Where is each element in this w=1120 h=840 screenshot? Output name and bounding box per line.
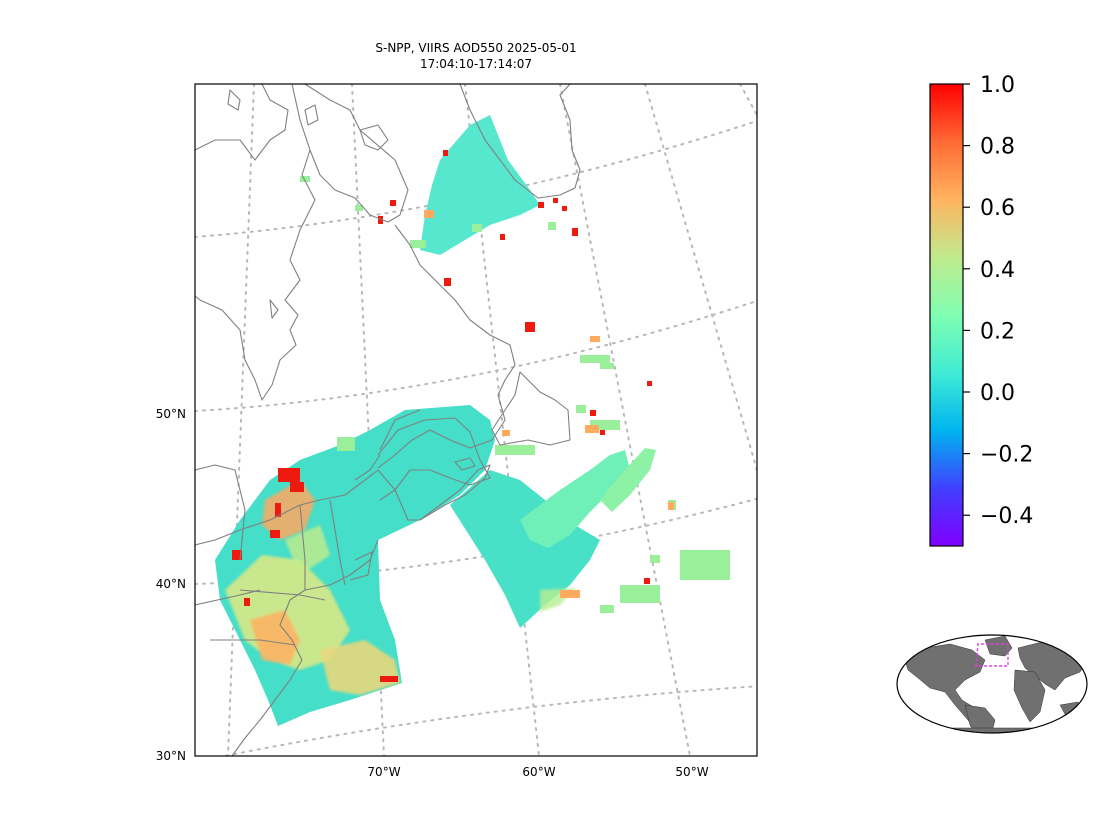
- colorbar-frame: [929, 83, 964, 547]
- border-states-4: [210, 639, 296, 646]
- aod-plume-arc: [520, 450, 630, 548]
- colorbar-tick-label: −0.4: [980, 504, 1033, 529]
- lon-tick-50: 50°W: [675, 765, 708, 779]
- inset-frame: [896, 634, 1088, 734]
- border-states-2: [299, 504, 306, 590]
- map-coastlines: [195, 84, 581, 756]
- coastline-gaspe: [377, 417, 491, 501]
- aod-swath-east: [450, 470, 600, 628]
- aod-plume-arc2: [600, 448, 656, 512]
- map-title-line1: S-NPP, VIIRS AOD550 2025-05-01: [375, 41, 576, 55]
- gridline-lon-30: [739, 84, 757, 116]
- gridline-lat-50: [195, 299, 757, 412]
- global-inset: [896, 634, 1088, 734]
- colorbar-tick-label: 0.6: [980, 196, 1015, 221]
- aod-scattered-patches: [300, 176, 730, 613]
- gridline-lon-50: [559, 84, 691, 756]
- lat-tick-40: 40°N: [156, 577, 186, 591]
- gridline-lat-30: [219, 685, 757, 756]
- coastline-island-1: [304, 104, 319, 126]
- border-quebec-labrador: [379, 409, 421, 451]
- border-states-1: [329, 499, 346, 586]
- colorbar-tick-label: 1.0: [980, 73, 1015, 98]
- aod-swaths: [215, 115, 730, 726]
- coastline-island-4: [269, 299, 279, 319]
- coastline-pei: [454, 457, 476, 471]
- gridline-lon-40: [644, 84, 757, 471]
- border-states-7: [195, 464, 246, 561]
- lon-tick-labels: 70°W 60°W 50°W: [367, 765, 708, 779]
- gridline-lat-40: [195, 497, 757, 585]
- coastline-hudson-east: [195, 84, 289, 161]
- lon-tick-60: 60°W: [522, 765, 555, 779]
- map-title-line2: 17:04:10-17:14:07: [420, 57, 532, 71]
- border-states-6: [354, 454, 381, 481]
- lat-tick-labels: 30°N 40°N 50°N: [156, 407, 186, 763]
- border-states-5: [195, 589, 261, 606]
- coastline-island-3: [359, 124, 389, 151]
- coastline-labrador: [195, 84, 316, 401]
- colorbar-ticks: 1.0 0.8 0.6 0.4 0.2 0.0 −0.2 −0.4: [963, 73, 1033, 529]
- lat-tick-30: 30°N: [156, 749, 186, 763]
- colorbar-tick-label: −0.2: [980, 443, 1033, 468]
- aod-swath-labrador: [420, 115, 540, 255]
- colorbar-tick-label: 0.2: [980, 319, 1015, 344]
- border-states-3: [239, 589, 326, 601]
- colorbar-tick-label: 0.0: [980, 381, 1015, 406]
- coastline-baffin: [304, 84, 409, 223]
- coastline-labrador-east: [377, 224, 516, 469]
- gridline-lon-80: [227, 84, 255, 756]
- colorbar-gradient: [930, 84, 963, 546]
- coastline-nova-scotia: [419, 464, 491, 521]
- aod-orange-patches: [424, 210, 674, 598]
- coastline-island-2: [227, 89, 241, 111]
- coastline-newfoundland: [491, 371, 571, 446]
- lon-tick-70: 70°W: [367, 765, 400, 779]
- colorbar-tick-label: 0.8: [980, 135, 1015, 160]
- border-us-canada: [195, 469, 420, 546]
- map-frame: [194, 83, 758, 757]
- aod-high-patches: [225, 480, 575, 695]
- coastline-greenland: [459, 84, 581, 199]
- lat-tick-50: 50°N: [156, 407, 186, 421]
- colorbar: 1.0 0.8 0.6 0.4 0.2 0.0 −0.2 −0.4: [929, 73, 1033, 547]
- inset-region-box: [975, 643, 1009, 667]
- colorbar-tick-label: 0.4: [980, 258, 1015, 283]
- map-panel: [195, 84, 757, 756]
- coastline-cape-cod: [349, 551, 373, 581]
- coastline-new-england: [231, 539, 379, 756]
- aod-red-hotspots: [232, 150, 690, 682]
